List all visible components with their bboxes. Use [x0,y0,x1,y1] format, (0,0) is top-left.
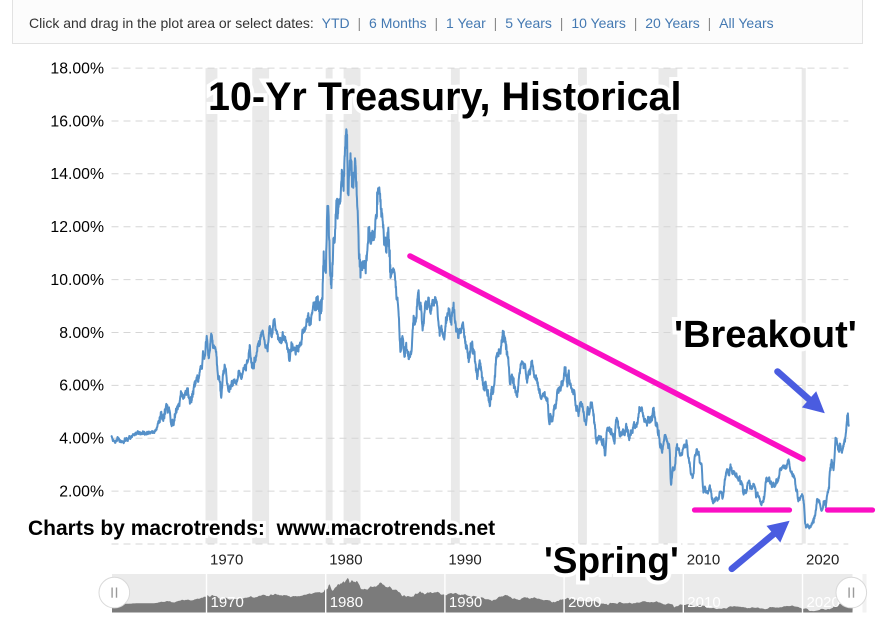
svg-text:'Breakout': 'Breakout' [674,314,857,356]
svg-text:4.00%: 4.00% [59,431,104,448]
svg-text:2000: 2000 [568,594,601,611]
svg-text:Charts by macrotrends: www.ma: Charts by macrotrends: www.macrotrends.n… [28,517,495,540]
svg-text:14.00%: 14.00% [50,166,104,183]
svg-text:2.00%: 2.00% [59,483,104,500]
svg-text:1980: 1980 [329,552,362,569]
svg-text:1970: 1970 [211,594,244,611]
svg-text:2000: 2000 [568,552,601,569]
svg-text:2020: 2020 [807,594,840,611]
svg-text:6.00%: 6.00% [59,378,104,395]
svg-text:1990: 1990 [449,594,482,611]
svg-text:2020: 2020 [806,552,839,569]
svg-text:2010: 2010 [687,594,720,611]
svg-text:12.00%: 12.00% [50,219,104,236]
svg-text:18.00%: 18.00% [50,60,104,77]
svg-text:10.00%: 10.00% [50,272,104,289]
svg-text:'Spring': 'Spring' [544,540,679,581]
svg-text:2010: 2010 [687,552,720,569]
svg-text:1980: 1980 [330,594,363,611]
svg-text:8.00%: 8.00% [59,325,104,342]
svg-text:1990: 1990 [448,552,481,569]
svg-text:10-Yr Treasury, Historical: 10-Yr Treasury, Historical [208,75,682,119]
svg-text:16.00%: 16.00% [50,113,104,130]
svg-text:1970: 1970 [210,552,243,569]
